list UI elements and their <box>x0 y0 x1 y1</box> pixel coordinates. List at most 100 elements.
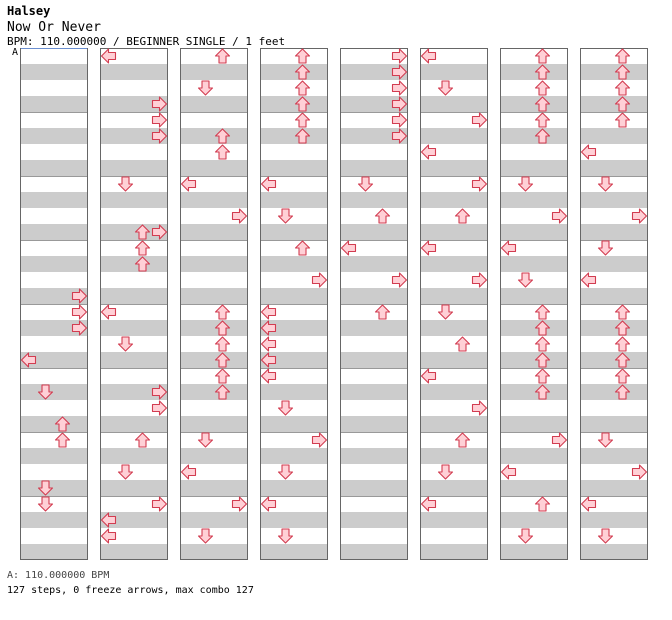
beat-stripe <box>340 96 408 112</box>
arrow-left-icon <box>100 304 117 320</box>
beat-stripe <box>20 448 88 464</box>
arrow-down-icon <box>277 400 294 416</box>
arrow-down-icon <box>197 432 214 448</box>
arrow-down-icon <box>517 272 534 288</box>
arrow-left-icon <box>260 320 277 336</box>
beat-stripe <box>420 128 488 144</box>
arrow-up-icon <box>534 128 551 144</box>
chart-column <box>20 48 88 560</box>
arrow-left-icon <box>260 304 277 320</box>
arrow-up-icon <box>374 304 391 320</box>
beat-stripe <box>260 64 328 80</box>
arrow-up-icon <box>294 96 311 112</box>
chart-column <box>180 48 248 560</box>
beat-stripe <box>180 416 248 432</box>
beat-stripe <box>260 192 328 208</box>
beat-stripe <box>340 160 408 176</box>
arrow-right-icon <box>151 112 168 128</box>
arrow-right-icon <box>471 400 488 416</box>
beat-stripe <box>100 256 168 272</box>
arrow-up-icon <box>534 64 551 80</box>
arrow-down-icon <box>597 432 614 448</box>
arrow-down-icon <box>597 240 614 256</box>
arrow-up-icon <box>534 496 551 512</box>
arrow-down-icon <box>37 384 54 400</box>
beat-stripe <box>340 352 408 368</box>
beat-stripe <box>340 64 408 80</box>
arrow-up-icon <box>214 304 231 320</box>
beat-stripe <box>420 288 488 304</box>
arrow-down-icon <box>197 80 214 96</box>
chart-column <box>340 48 408 560</box>
beat-stripe <box>500 384 568 400</box>
arrow-down-icon <box>37 480 54 496</box>
arrow-left-icon <box>580 496 597 512</box>
beat-stripe <box>260 288 328 304</box>
arrow-left-icon <box>100 48 117 64</box>
arrow-up-icon <box>214 384 231 400</box>
beat-stripe <box>580 192 648 208</box>
footer-stats: 127 steps, 0 freeze arrows, max combo 12… <box>7 585 254 596</box>
beat-stripe <box>100 448 168 464</box>
arrow-left-icon <box>260 336 277 352</box>
footer-bpm-note: A: 110.000000 BPM <box>7 570 110 581</box>
arrow-up-icon <box>134 432 151 448</box>
arrow-up-icon <box>374 208 391 224</box>
arrow-right-icon <box>231 496 248 512</box>
beat-stripe <box>180 448 248 464</box>
beat-stripe <box>100 192 168 208</box>
column-border <box>180 48 248 560</box>
beat-stripe <box>100 96 168 112</box>
arrow-up-icon <box>614 80 631 96</box>
arrow-up-icon <box>214 320 231 336</box>
beat-stripe <box>180 96 248 112</box>
beat-stripe <box>260 384 328 400</box>
arrow-up-icon <box>534 304 551 320</box>
beat-stripe <box>580 352 648 368</box>
beat-stripe <box>500 512 568 528</box>
arrow-up-icon <box>294 112 311 128</box>
beat-stripe <box>20 320 88 336</box>
beat-stripe <box>20 544 88 560</box>
beat-stripe <box>180 320 248 336</box>
arrow-up-icon <box>454 336 471 352</box>
arrow-right-icon <box>151 224 168 240</box>
arrow-up-icon <box>534 336 551 352</box>
arrow-down-icon <box>117 336 134 352</box>
beat-stripe <box>100 352 168 368</box>
arrow-right-icon <box>551 432 568 448</box>
arrow-left-icon <box>420 144 437 160</box>
arrow-right-icon <box>391 272 408 288</box>
arrow-down-icon <box>277 464 294 480</box>
arrow-up-icon <box>614 384 631 400</box>
arrow-right-icon <box>151 400 168 416</box>
arrow-up-icon <box>294 48 311 64</box>
beat-stripe <box>420 416 488 432</box>
beat-stripe <box>20 160 88 176</box>
arrow-up-icon <box>614 112 631 128</box>
beat-stripe <box>420 512 488 528</box>
arrow-right-icon <box>471 112 488 128</box>
arrow-up-icon <box>214 128 231 144</box>
beat-stripe <box>500 160 568 176</box>
arrow-right-icon <box>151 496 168 512</box>
arrow-up-icon <box>214 144 231 160</box>
chart-column <box>420 48 488 560</box>
arrow-up-icon <box>534 80 551 96</box>
beat-stripe <box>420 192 488 208</box>
beat-stripe <box>260 96 328 112</box>
beat-stripe <box>180 352 248 368</box>
arrow-right-icon <box>151 96 168 112</box>
beat-stripe <box>100 288 168 304</box>
arrow-up-icon <box>294 240 311 256</box>
beat-stripe <box>420 64 488 80</box>
arrow-up-icon <box>214 336 231 352</box>
arrow-left-icon <box>260 176 277 192</box>
arrow-left-icon <box>420 368 437 384</box>
beat-stripe <box>580 128 648 144</box>
beat-stripe <box>260 160 328 176</box>
beat-stripe <box>500 224 568 240</box>
beat-stripe <box>260 416 328 432</box>
beat-stripe <box>180 64 248 80</box>
arrow-up-icon <box>294 80 311 96</box>
